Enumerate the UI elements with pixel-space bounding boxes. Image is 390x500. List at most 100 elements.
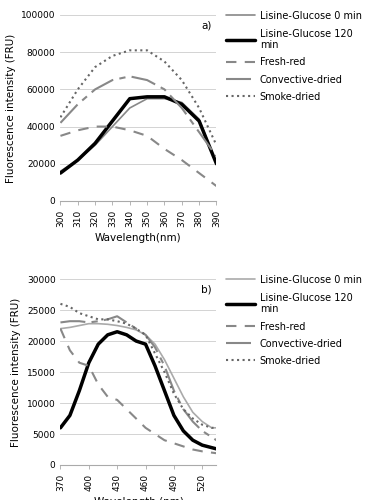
- Convective-dried: [172, 388, 176, 394]
- Convective-dried: [115, 313, 119, 319]
- Fresh-red: [145, 133, 149, 139]
- Lisine-Glucose 120
min: [134, 338, 138, 344]
- Lisine-Glucose 0 min: [162, 356, 167, 362]
- Fresh-red: [115, 397, 119, 403]
- Y-axis label: Fluorescence intensity (FRU): Fluorescence intensity (FRU): [5, 34, 16, 182]
- Fresh-red: [179, 157, 184, 163]
- Fresh-red: [197, 170, 202, 176]
- Lisine-Glucose 120
min: [152, 363, 157, 369]
- Lisine-Glucose 0 min: [124, 324, 129, 330]
- Smoke-dried: [181, 406, 186, 412]
- Fresh-red: [190, 446, 195, 452]
- Lisine-Glucose 120
min: [96, 341, 101, 347]
- Smoke-dried: [214, 425, 219, 431]
- Smoke-dried: [128, 48, 132, 54]
- Smoke-dried: [190, 416, 195, 422]
- Line: Lisine-Glucose 120
min: Lisine-Glucose 120 min: [60, 332, 216, 449]
- Fresh-red: [143, 425, 148, 431]
- Convective-dried: [209, 434, 214, 440]
- Lisine-Glucose 0 min: [105, 322, 110, 328]
- Lisine-Glucose 120
min: [128, 96, 132, 102]
- Lisine-Glucose 120
min: [145, 94, 149, 100]
- X-axis label: Wavelength(nm): Wavelength(nm): [95, 233, 182, 243]
- Lisine-Glucose 0 min: [162, 96, 167, 102]
- Convective-dried: [134, 326, 138, 332]
- Y-axis label: Fluorescence intensity (FRU): Fluorescence intensity (FRU): [11, 298, 21, 446]
- Convective-dried: [93, 86, 98, 92]
- Lisine-Glucose 0 min: [200, 418, 205, 424]
- Convective-dried: [67, 318, 72, 324]
- Lisine-Glucose 0 min: [110, 124, 115, 130]
- Lisine-Glucose 120
min: [105, 332, 110, 338]
- Smoke-dried: [152, 350, 157, 356]
- Lisine-Glucose 120
min: [190, 437, 195, 443]
- Lisine-Glucose 120
min: [67, 412, 72, 418]
- Smoke-dried: [162, 369, 167, 375]
- Fresh-red: [67, 348, 72, 354]
- Convective-dried: [77, 318, 82, 324]
- Lisine-Glucose 120
min: [214, 446, 219, 452]
- Line: Lisine-Glucose 120
min: Lisine-Glucose 120 min: [60, 97, 216, 173]
- Smoke-dried: [179, 77, 184, 83]
- Smoke-dried: [110, 53, 115, 59]
- Fresh-red: [200, 448, 205, 454]
- Fresh-red: [214, 183, 219, 189]
- Fresh-red: [124, 406, 129, 412]
- Lisine-Glucose 120
min: [75, 157, 80, 163]
- Smoke-dried: [172, 390, 176, 396]
- Convective-dried: [96, 318, 101, 324]
- Fresh-red: [214, 450, 219, 456]
- Convective-dried: [145, 77, 149, 83]
- Fresh-red: [58, 326, 63, 332]
- Convective-dried: [58, 320, 63, 326]
- Fresh-red: [87, 363, 91, 369]
- Legend: Lisine-Glucose 0 min, Lisine-Glucose 120
min, Fresh-red, Convective-dried, Smoke: Lisine-Glucose 0 min, Lisine-Glucose 120…: [226, 12, 362, 102]
- Fresh-red: [58, 133, 63, 139]
- Smoke-dried: [124, 320, 129, 326]
- Lisine-Glucose 0 min: [93, 142, 98, 148]
- Lisine-Glucose 120
min: [172, 412, 176, 418]
- Lisine-Glucose 0 min: [87, 320, 91, 326]
- Fresh-red: [162, 146, 167, 152]
- Lisine-Glucose 0 min: [214, 425, 219, 431]
- Smoke-dried: [162, 58, 167, 64]
- Smoke-dried: [200, 422, 205, 428]
- Lisine-Glucose 120
min: [179, 102, 184, 107]
- Lisine-Glucose 120
min: [58, 170, 63, 176]
- Smoke-dried: [197, 105, 202, 111]
- Smoke-dried: [93, 64, 98, 70]
- Lisine-Glucose 120
min: [197, 118, 202, 124]
- Lisine-Glucose 0 min: [145, 96, 149, 102]
- Lisine-Glucose 0 min: [152, 341, 157, 347]
- Convective-dried: [179, 105, 184, 111]
- Convective-dried: [197, 129, 202, 135]
- Smoke-dried: [67, 304, 72, 310]
- Lisine-Glucose 120
min: [162, 94, 167, 100]
- Lisine-Glucose 0 min: [209, 425, 214, 431]
- Line: Fresh-red: Fresh-red: [60, 126, 216, 186]
- Convective-dried: [214, 437, 219, 443]
- Convective-dried: [87, 320, 91, 326]
- Lisine-Glucose 0 min: [181, 394, 186, 400]
- Convective-dried: [128, 74, 132, 80]
- Text: a): a): [201, 20, 212, 30]
- Convective-dried: [200, 428, 205, 434]
- Convective-dried: [181, 406, 186, 412]
- Lisine-Glucose 0 min: [143, 332, 148, 338]
- Smoke-dried: [96, 316, 101, 322]
- Smoke-dried: [105, 316, 110, 322]
- Lisine-Glucose 0 min: [214, 161, 219, 167]
- Lisine-Glucose 0 min: [58, 326, 63, 332]
- Line: Convective-dried: Convective-dried: [60, 316, 216, 440]
- Lisine-Glucose 0 min: [67, 324, 72, 330]
- Convective-dried: [110, 77, 115, 83]
- Smoke-dried: [145, 48, 149, 54]
- Lisine-Glucose 120
min: [87, 360, 91, 366]
- Lisine-Glucose 0 min: [179, 100, 184, 105]
- Convective-dried: [152, 344, 157, 350]
- Smoke-dried: [214, 142, 219, 148]
- Fresh-red: [181, 444, 186, 450]
- Lisine-Glucose 120
min: [93, 140, 98, 146]
- Fresh-red: [172, 440, 176, 446]
- Convective-dried: [75, 102, 80, 107]
